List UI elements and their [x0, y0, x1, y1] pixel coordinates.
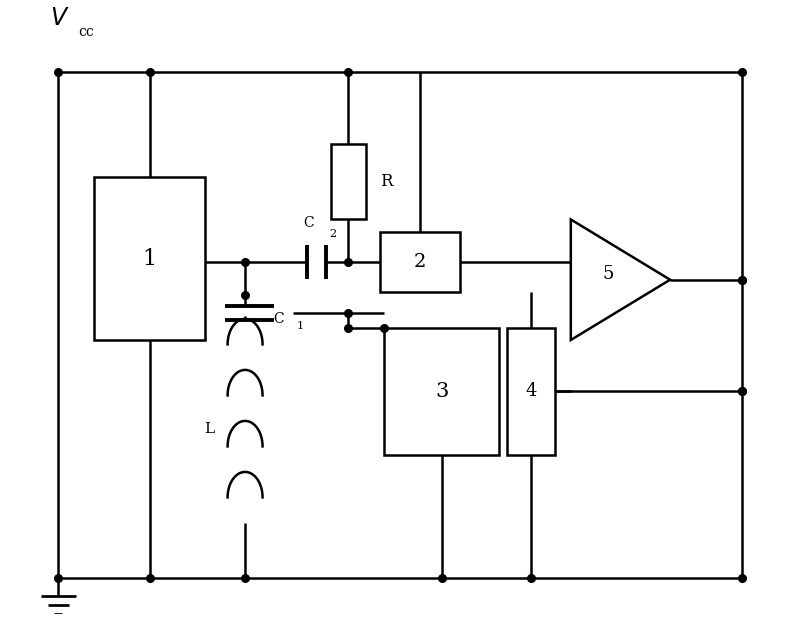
Text: 2: 2 — [414, 252, 426, 271]
Text: 2: 2 — [329, 229, 336, 239]
Text: 3: 3 — [435, 382, 448, 400]
Text: 5: 5 — [603, 265, 614, 283]
Bar — [507, 328, 555, 455]
Text: 1: 1 — [297, 321, 304, 331]
Text: 4: 4 — [526, 382, 537, 400]
Bar — [380, 231, 459, 292]
Bar — [331, 144, 366, 220]
Text: $V$: $V$ — [50, 7, 70, 30]
Text: cc: cc — [78, 25, 94, 39]
Bar — [384, 328, 499, 455]
Text: C: C — [273, 312, 283, 326]
Text: 1: 1 — [142, 247, 157, 270]
Text: R: R — [380, 173, 393, 190]
Bar — [94, 177, 206, 340]
Text: C: C — [303, 216, 314, 230]
Text: L: L — [204, 422, 214, 436]
